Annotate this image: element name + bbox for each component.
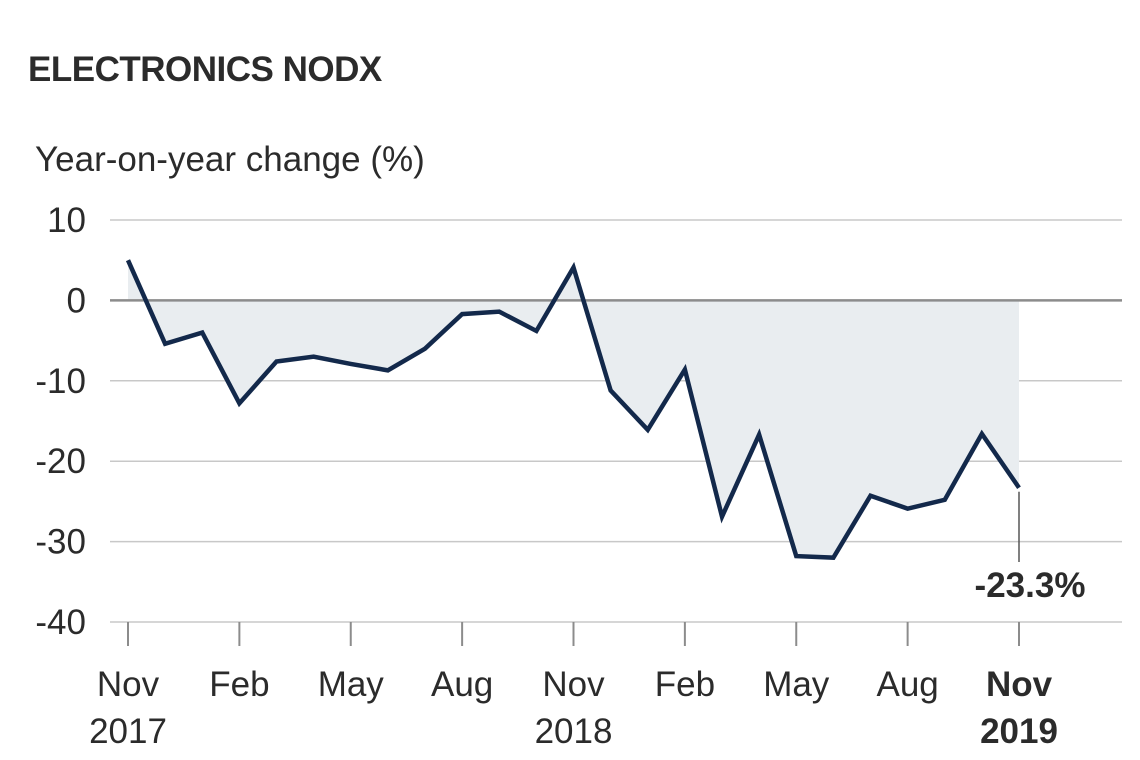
x-tick-labels: Nov 2017 Feb May Aug Nov 2018 Feb May Aug Nov 2019 <box>89 622 1058 751</box>
annotation-label: -23.3% <box>975 566 1086 605</box>
x-tick-year-label: 2017 <box>89 712 167 751</box>
y-tick-label: 0 <box>67 281 86 320</box>
y-tick-label: -30 <box>35 523 86 562</box>
x-tick-label: Aug <box>876 665 938 704</box>
series-line <box>125 259 1021 560</box>
x-tick-year-label: 2019 <box>980 712 1058 751</box>
area-fill <box>128 260 1019 558</box>
y-axis-label: Year-on-year change (%) <box>35 140 425 179</box>
y-tick-label: -10 <box>35 362 86 401</box>
y-tick-label: -40 <box>35 603 86 642</box>
y-tick-label: -20 <box>35 442 86 481</box>
chart-title: ELECTRONICS NODX <box>28 50 382 89</box>
x-tick-label: Feb <box>655 665 715 704</box>
x-tick-year-label: 2018 <box>535 712 613 751</box>
annotation: -23.3% <box>975 491 1086 605</box>
y-tick-labels: 10 0 -10 -20 -30 -40 <box>35 201 86 642</box>
x-tick-label: Nov <box>986 665 1053 704</box>
x-tick-label: Aug <box>431 665 493 704</box>
x-tick-label: May <box>763 665 830 704</box>
x-tick-label: Nov <box>97 665 160 704</box>
x-tick-label: Feb <box>209 665 269 704</box>
y-tick-label: 10 <box>47 201 86 240</box>
x-tick-label: May <box>318 665 385 704</box>
x-tick-label: Nov <box>542 665 605 704</box>
